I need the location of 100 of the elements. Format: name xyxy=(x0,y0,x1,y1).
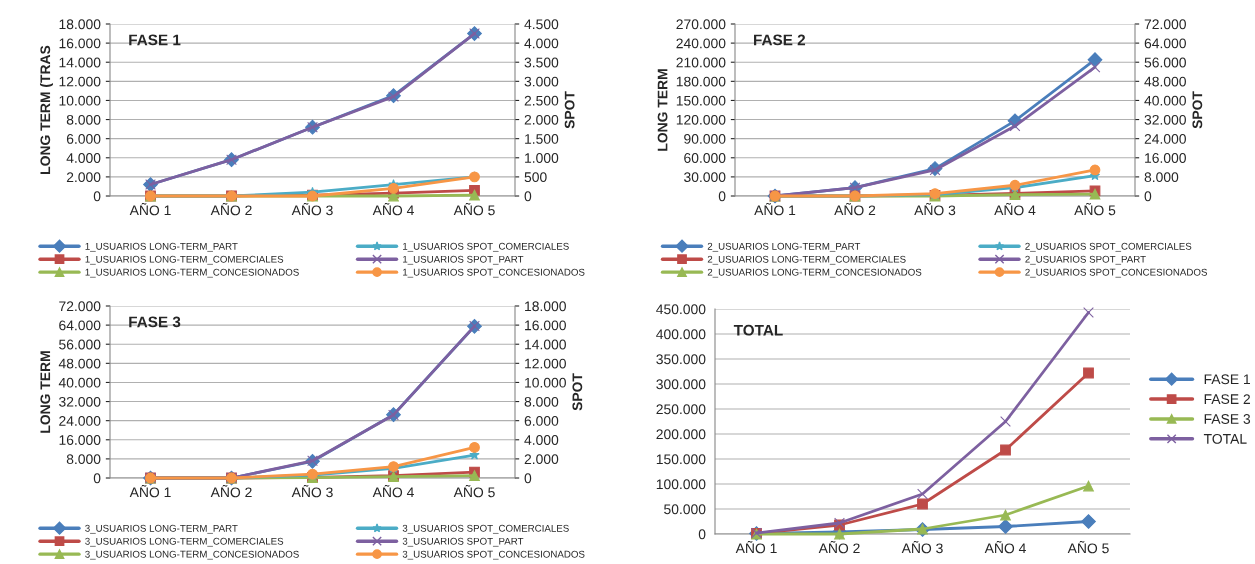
y2-tick-label: 64.000 xyxy=(1144,38,1186,49)
legend-label: 2_USUARIOS LONG-TERM_PART xyxy=(707,242,861,252)
y2-tick-label: 8.000 xyxy=(1144,172,1179,183)
y2-tick-label: 0 xyxy=(524,191,532,202)
y2-tick-label: 2.500 xyxy=(524,95,559,106)
x-tick-label: AÑO 2 xyxy=(210,202,252,216)
text: FASE 2 xyxy=(754,34,806,46)
y-axis-title: LONG TERM (TRAS xyxy=(39,45,53,174)
y-tick-label: 150.000 xyxy=(676,95,726,106)
y-tick-label: 10.000 xyxy=(59,95,101,106)
y-tick-label: 4.000 xyxy=(66,153,101,163)
x-tick-label: AÑO 4 xyxy=(372,484,414,498)
y2-axis-title: SPOT xyxy=(564,91,575,129)
y2-tick-label: 72.000 xyxy=(1144,19,1186,30)
legend-label: 3_USUARIOS LONG-TERM_COMERCIALES xyxy=(85,537,284,547)
y-tick-label: 400.000 xyxy=(656,329,706,340)
text: FASE 3 xyxy=(129,316,181,328)
y-tick-label: 300.000 xyxy=(656,379,706,390)
y-tick-label: 100.000 xyxy=(656,479,706,490)
x-tick-label: AÑO 3 xyxy=(901,540,943,554)
x-tick-label: AÑO 5 xyxy=(1074,202,1116,216)
legend-label: 1_USUARIOS SPOT_PART xyxy=(403,255,524,265)
y2-tick-label: 48.000 xyxy=(1144,76,1186,87)
legend-label: TOTAL xyxy=(1203,433,1247,444)
x-tick-label: AÑO 5 xyxy=(453,484,495,498)
y-tick-label: 12.000 xyxy=(59,76,101,87)
x-tick-label: AÑO 1 xyxy=(129,484,171,498)
legend-label: 1_USUARIOS SPOT_CONCESIONADOS xyxy=(403,268,585,278)
y2-tick-label: 10.000 xyxy=(525,377,566,388)
y2-tick-label: 3.500 xyxy=(524,57,559,68)
y-tick-label: 16.000 xyxy=(59,38,101,49)
y-tick-label: 56.000 xyxy=(59,339,101,350)
y2-tick-label: 32.000 xyxy=(1144,114,1186,125)
y-tick-label: 0 xyxy=(718,191,726,202)
y2-tick-label: 16.000 xyxy=(525,320,566,331)
legend-label: 3_USUARIOS SPOT_COMERCIALES xyxy=(402,524,569,534)
y2-tick-label: 6.000 xyxy=(524,416,559,426)
legend-label: 3_USUARIOS SPOT_PART xyxy=(402,537,524,547)
y-tick-label: 64.000 xyxy=(59,320,101,331)
y-tick-label: 210.000 xyxy=(676,57,726,68)
x-tick-label: AÑO 1 xyxy=(754,202,796,216)
y-tick-label: 32.000 xyxy=(59,396,101,407)
y-tick-label: 18.000 xyxy=(59,19,101,30)
x-tick-label: AÑO 2 xyxy=(210,484,252,498)
legend-label: 3_USUARIOS LONG-TERM_PART xyxy=(85,524,238,534)
y2-tick-label: 12.000 xyxy=(525,358,566,369)
text: TOTAL xyxy=(733,324,783,336)
text: FASE 1 xyxy=(129,34,181,46)
legend-label: 3_USUARIOS LONG-TERM_CONCESIONADOS xyxy=(85,550,299,560)
x-tick-label: AÑO 5 xyxy=(453,202,495,216)
legend-label: 1_USUARIOS SPOT_COMERCIALES xyxy=(403,242,569,252)
y-axis-title: LONG TERM xyxy=(40,351,51,433)
y-tick-label: 350.000 xyxy=(656,354,706,365)
x-tick-label: AÑO 3 xyxy=(291,484,333,498)
legend-label: FASE 2 xyxy=(1204,394,1250,405)
y-tick-label: 0 xyxy=(698,529,706,540)
legend-label: 2_USUARIOS SPOT_COMERCIALES xyxy=(1025,242,1192,252)
y-tick-label: 270.000 xyxy=(676,19,726,30)
legend-label: 1_USUARIOS LONG-TERM_CONCESIONADOS xyxy=(85,268,299,278)
x-tick-label: AÑO 5 xyxy=(1067,540,1109,554)
y-tick-label: 120.000 xyxy=(676,114,726,125)
legend-label: 2_USUARIOS SPOT_PART xyxy=(1025,255,1146,265)
y-tick-label: 450.000 xyxy=(656,304,706,315)
legend-label: 3_USUARIOS SPOT_CONCESIONADOS xyxy=(402,550,585,560)
x-tick-label: AÑO 2 xyxy=(818,540,860,554)
y2-tick-label: 1.500 xyxy=(525,134,559,144)
y2-tick-label: 16.000 xyxy=(1145,153,1186,163)
y2-axis-title: SPOT xyxy=(572,373,583,411)
y2-tick-label: 14.000 xyxy=(525,339,566,350)
y2-tick-label: 18.000 xyxy=(525,301,566,312)
x-tick-label: AÑO 1 xyxy=(735,540,777,554)
x-tick-label: AÑO 3 xyxy=(291,202,333,216)
y-tick-label: 8.000 xyxy=(66,454,101,465)
legend-label: 1_USUARIOS LONG-TERM_COMERCIALES xyxy=(85,255,284,265)
y2-tick-label: 0 xyxy=(524,473,532,484)
y-tick-label: 8.000 xyxy=(66,114,101,125)
y-tick-label: 200.000 xyxy=(656,429,706,440)
y-tick-label: 30.000 xyxy=(684,172,726,183)
y-tick-label: 72.000 xyxy=(59,301,101,312)
y-tick-label: 90.000 xyxy=(684,134,726,144)
y2-tick-label: 500 xyxy=(524,172,547,183)
y2-tick-label: 3.000 xyxy=(524,76,559,87)
legend-label: 1_USUARIOS LONG-TERM_PART xyxy=(85,242,238,252)
y-tick-label: 40.000 xyxy=(58,377,101,388)
y2-tick-label: 24.000 xyxy=(1144,134,1186,144)
y-tick-label: 50.000 xyxy=(664,504,706,515)
y-tick-label: 24.000 xyxy=(59,416,101,426)
y-tick-label: 250.000 xyxy=(656,404,706,415)
y-tick-label: 16.000 xyxy=(59,435,101,445)
y-tick-label: 150.000 xyxy=(656,454,706,465)
y2-tick-label: 4.000 xyxy=(524,435,559,445)
y-tick-label: 6.000 xyxy=(66,134,101,144)
y-tick-label: 2.000 xyxy=(66,172,101,183)
y-tick-label: 0 xyxy=(93,473,101,484)
y2-tick-label: 4.000 xyxy=(524,38,559,49)
y-tick-label: 0 xyxy=(93,191,101,202)
y2-tick-label: 56.000 xyxy=(1144,57,1186,68)
y-tick-label: 180.000 xyxy=(676,76,726,87)
y-axis-title: LONG TERM xyxy=(657,69,668,151)
x-tick-label: AÑO 4 xyxy=(994,202,1036,216)
